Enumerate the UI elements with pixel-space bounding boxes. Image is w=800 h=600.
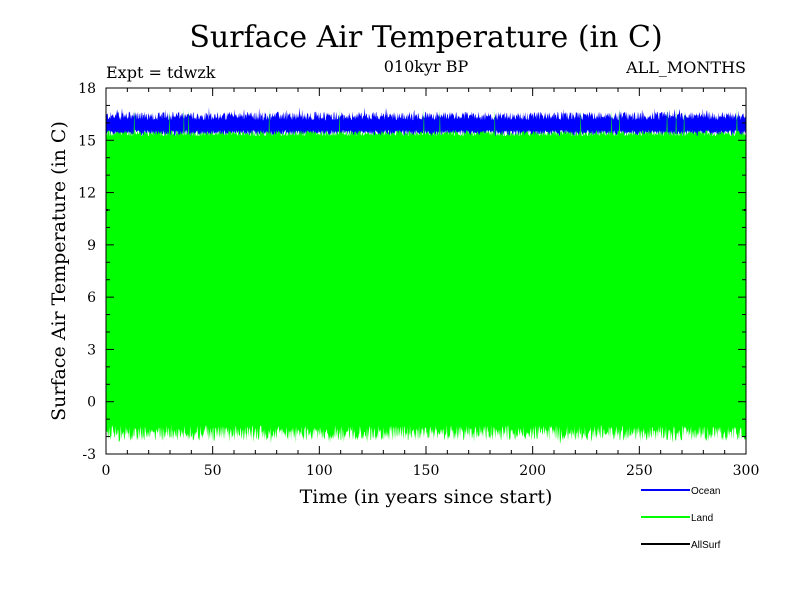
legend-label-land: Land xyxy=(691,513,713,524)
y-tick-label: 18 xyxy=(78,81,96,97)
legend: Ocean Land AllSurf xyxy=(641,486,721,551)
legend-label-allsurf: AllSurf xyxy=(691,540,721,551)
x-tick-label: 250 xyxy=(626,463,653,479)
y-tick-label: 15 xyxy=(78,133,96,149)
x-tick-label: 0 xyxy=(102,463,111,479)
y-axis-label: Surface Air Temperature (in C) xyxy=(48,121,70,421)
y-tick-label: 6 xyxy=(87,290,96,306)
y-tick-label: 12 xyxy=(78,186,96,202)
legend-label-ocean: Ocean xyxy=(691,486,720,497)
months-label: ALL_MONTHS xyxy=(625,58,746,77)
chart-title: Surface Air Temperature (in C) xyxy=(189,20,662,55)
y-tick-label: 0 xyxy=(87,395,96,411)
experiment-label: Expt = tdwzk xyxy=(106,63,216,82)
x-tick-label: 200 xyxy=(519,463,546,479)
series-land xyxy=(106,107,746,444)
x-tick-label: 150 xyxy=(413,463,440,479)
y-tick-label: -3 xyxy=(82,447,96,463)
x-tick-label: 300 xyxy=(733,463,760,479)
plot-area: 0 50 100 150 200 250 300 -3 0 3 6 9 12 15 18 xyxy=(78,81,759,479)
y-tick-label: 3 xyxy=(87,342,96,358)
period-label: 010kyr BP xyxy=(384,57,469,76)
x-axis-label: Time (in years since start) xyxy=(300,486,553,508)
series-ocean xyxy=(106,107,746,139)
series-layer xyxy=(106,107,746,444)
tick-layer: 0 50 100 150 200 250 300 -3 0 3 6 9 12 15 18 xyxy=(78,81,759,479)
x-tick-label: 100 xyxy=(306,463,333,479)
y-tick-label: 9 xyxy=(87,238,96,254)
x-tick-label: 50 xyxy=(204,463,222,479)
